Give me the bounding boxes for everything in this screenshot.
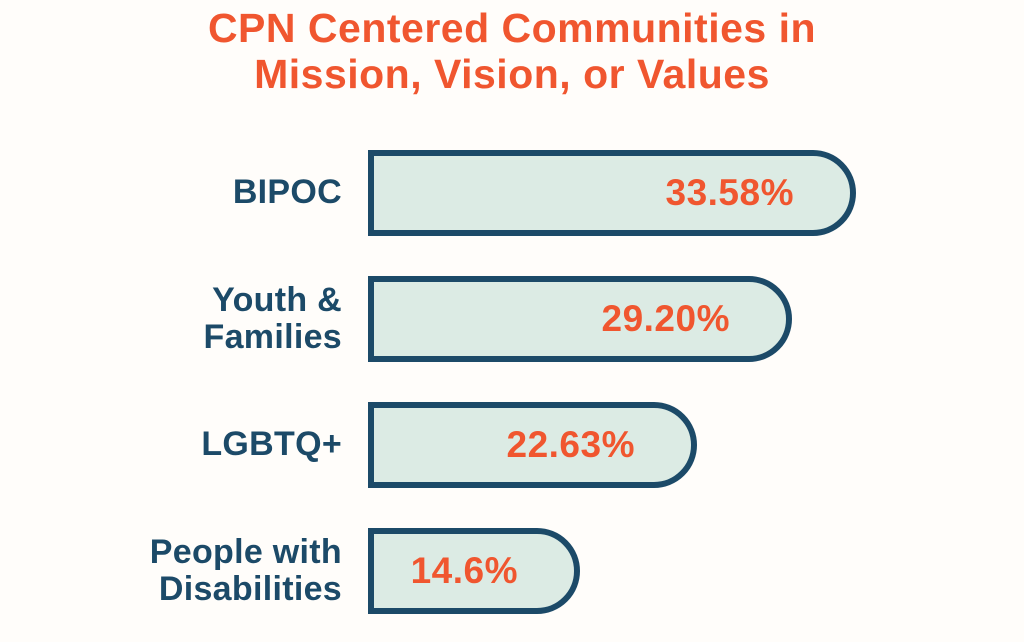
bar-row: LGBTQ+ 22.63% bbox=[0, 401, 1024, 488]
bar-people-with-disabilities: 14.6% bbox=[368, 527, 580, 614]
bar-row: People with Disabilities 14.6% bbox=[0, 527, 1024, 614]
bar-row: Youth & Families 29.20% bbox=[0, 275, 1024, 362]
value-label-people-with-disabilities: 14.6% bbox=[410, 549, 518, 591]
bar-bipoc: 33.58% bbox=[368, 149, 856, 236]
value-label-bipoc: 33.58% bbox=[665, 171, 794, 213]
category-label-bipoc: BIPOC bbox=[232, 173, 342, 212]
bar-row: BIPOC 33.58% bbox=[0, 149, 1024, 236]
bar-youth-families: 29.20% bbox=[368, 275, 792, 362]
value-label-lgbtq: 22.63% bbox=[506, 423, 635, 465]
value-label-youth-families: 29.20% bbox=[601, 297, 730, 339]
bar-lgbtq: 22.63% bbox=[368, 401, 697, 488]
category-label-lgbtq: LGBTQ+ bbox=[201, 425, 342, 464]
chart-title: CPN Centered Communities in Mission, Vis… bbox=[207, 5, 817, 97]
bar-chart: BIPOC 33.58% Youth & Families 29.20% LGB… bbox=[0, 149, 1024, 614]
category-label-people-with-disabilities: People with Disabilities bbox=[149, 533, 342, 608]
category-label-youth-families: Youth & Families bbox=[203, 281, 342, 356]
